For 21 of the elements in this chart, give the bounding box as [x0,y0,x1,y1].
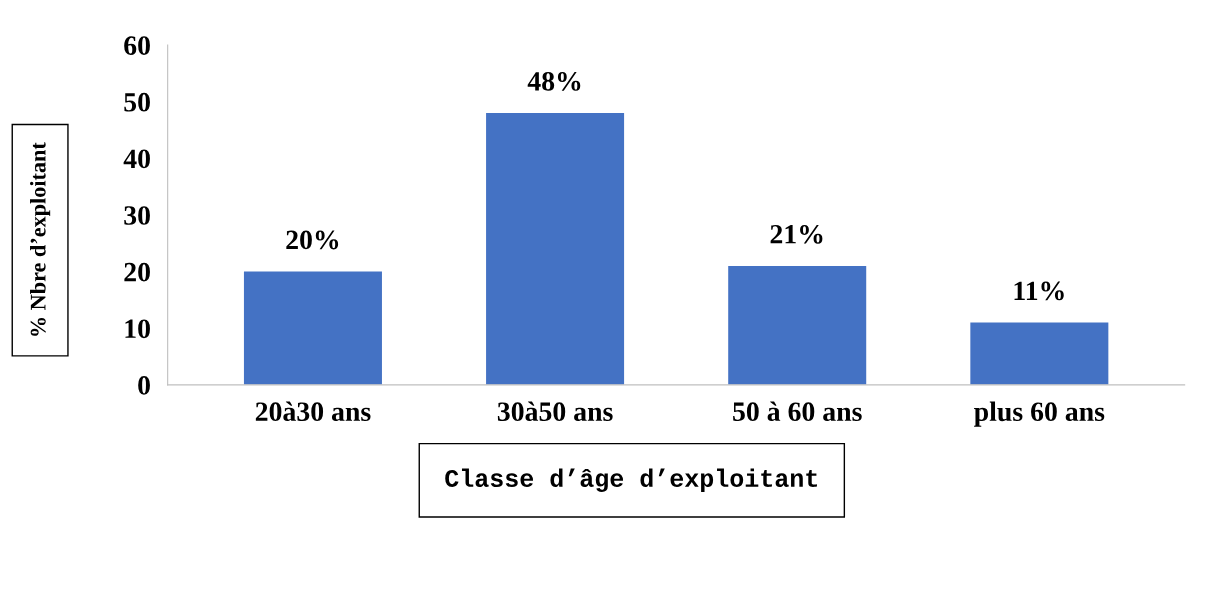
x-tick-label: plus 60 ans [974,401,1105,427]
y-tick-label: 40 [123,149,150,169]
y-tick-label: 10 [125,319,150,339]
data-label: 21% [770,224,823,244]
y-tick-label: 0 [138,376,150,395]
x-tick-label: 50 à 60 ans [733,401,862,422]
data-label: 11% [1014,281,1064,301]
bar [970,322,1109,385]
y-tick-label: 50 [124,92,150,112]
y-tick-label: 20 [124,262,150,282]
bar [243,271,382,385]
x-axis-title: Classe d’âge d’exploitant [445,468,817,493]
bar [486,113,625,385]
data-label: 20% [286,230,339,250]
data-label: 48% [527,71,581,91]
bar [728,265,867,385]
y-tick-label: 60 [124,36,150,55]
x-tick-label: 30à50 ans [497,401,613,422]
y-axis-title: % Nbre d’exploitant [30,142,51,336]
x-tick-label: 20à30 ans [255,401,371,422]
y-tick-label: 30 [124,206,150,225]
